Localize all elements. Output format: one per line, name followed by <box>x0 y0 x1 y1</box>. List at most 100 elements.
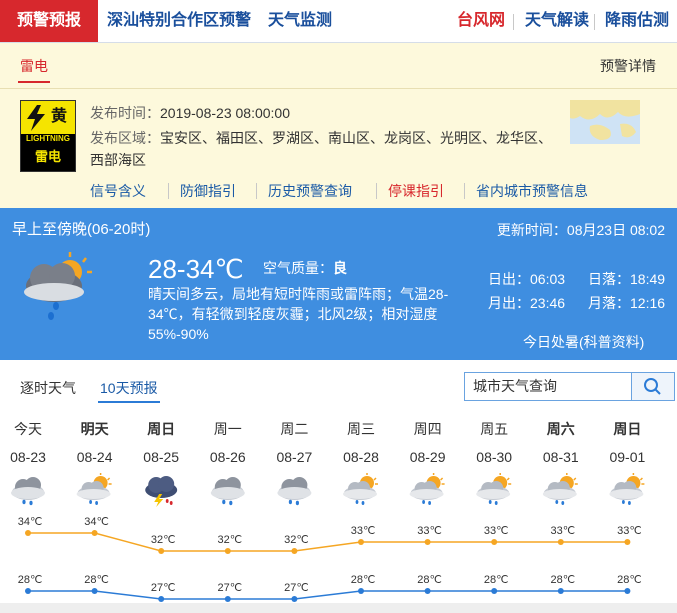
date-label: 08-27 <box>276 449 312 465</box>
label: 日落： <box>588 271 630 287</box>
temp-label: 33℃ <box>551 525 576 537</box>
today-icon <box>24 252 92 320</box>
guide-link[interactable]: 信号含义 <box>90 183 146 199</box>
nav-tab[interactable]: 深汕特别合作区预警 <box>107 12 252 29</box>
label: 日出： <box>488 271 530 287</box>
date-label: 09-01 <box>609 449 645 465</box>
time: 18:49 <box>630 271 666 287</box>
warning-level: 黄 <box>51 108 68 125</box>
weather-icon <box>277 477 312 506</box>
weather-icon <box>408 473 446 506</box>
nav-link[interactable]: 台风网 <box>457 12 506 29</box>
area-block: 发布区域：宝安区、福田区、罗湖区、南山区、龙岗区、光明区、龙华区、西部海区 <box>90 127 560 171</box>
aqi: 良 <box>333 260 347 276</box>
warning-icon: 黄 LIGHTNING 雷电 <box>20 100 76 172</box>
temp-line <box>28 532 628 552</box>
day-label: 周五 <box>480 421 508 437</box>
date-label: 08-30 <box>476 449 512 465</box>
time: 23:46 <box>530 295 566 311</box>
temp-point <box>25 530 31 536</box>
guide-link[interactable]: 停课指引 <box>388 183 444 199</box>
temp-label: 28℃ <box>84 574 109 586</box>
temp-label: 28℃ <box>484 574 509 586</box>
guide-link[interactable]: 历史预警查询 <box>268 183 352 199</box>
time: 12:16 <box>630 295 666 311</box>
temp-label: 28℃ <box>18 574 43 586</box>
temp-label: 28℃ <box>551 574 576 586</box>
divider <box>0 88 677 89</box>
footer-bar <box>0 603 677 613</box>
astro-item: 日出：06:03 <box>488 269 565 289</box>
guide-link[interactable]: 防御指引 <box>180 183 236 199</box>
separator <box>168 183 169 199</box>
guide-link[interactable]: 省内城市预警信息 <box>476 183 588 199</box>
date-label: 08-29 <box>410 449 446 465</box>
warning-tab[interactable]: 雷电 <box>20 58 48 74</box>
separator <box>376 183 377 199</box>
issue-time: 2019-08-23 08:00:00 <box>160 105 290 121</box>
temp-point <box>224 596 231 602</box>
weather-icon <box>75 473 113 506</box>
weather-icon <box>342 473 379 506</box>
separator <box>464 183 465 199</box>
solar-term[interactable]: 今日处暑(科普资料) <box>523 334 645 350</box>
date-label: 08-28 <box>343 449 379 465</box>
day-label: 周六 <box>547 421 575 437</box>
weather-icon <box>11 477 45 506</box>
temp-point <box>158 596 165 602</box>
temp-label: 33℃ <box>484 525 509 537</box>
temp-point <box>624 539 631 545</box>
temp-point <box>358 539 364 545</box>
tab-active[interactable]: 10天预报 <box>100 380 158 396</box>
temp-point <box>358 588 364 594</box>
tab-underline <box>98 401 160 403</box>
forecast: 今天 08-23 明天 08-24 周日 08-25 周一 08-26 周二 08-27 周三 08-… <box>10 421 646 602</box>
temp-label: 27℃ <box>284 582 309 594</box>
search-input[interactable]: 城市天气查询 <box>464 372 632 401</box>
tab[interactable]: 逐时天气 <box>20 380 76 396</box>
label: 月出： <box>488 295 530 311</box>
separator <box>594 14 595 30</box>
temp-label: 33℃ <box>351 525 376 537</box>
day-label: 今天 <box>14 421 42 437</box>
weather-icon <box>608 473 646 506</box>
weather-icon <box>145 476 178 507</box>
search-placeholder: 城市天气查询 <box>473 378 557 394</box>
day-label: 周一 <box>214 421 242 437</box>
separator <box>256 183 257 199</box>
date-label: 08-31 <box>543 449 579 465</box>
detail-link[interactable]: 预警详情 <box>600 58 656 74</box>
temp-label: 32℃ <box>284 534 309 546</box>
astro-item: 日落：18:49 <box>588 269 665 289</box>
temp-point <box>224 548 231 554</box>
weather-icon <box>542 473 579 506</box>
date-label: 08-26 <box>210 449 246 465</box>
astro-item: 月落：12:16 <box>588 293 665 313</box>
nav-link[interactable]: 降雨估测 <box>605 12 670 29</box>
temp-point <box>624 588 631 594</box>
warning-panel: 雷电 预警详情 黄 LIGHTNING 雷电 发布时间：2019-08-23 0… <box>0 43 677 208</box>
day-label: 周四 <box>414 421 442 437</box>
date-label: 08-23 <box>10 449 46 465</box>
label: 空气质量： <box>263 260 333 276</box>
temp-label: 33℃ <box>617 525 642 537</box>
nav-home[interactable]: 预警预报 <box>0 0 98 42</box>
temp-label: 34℃ <box>18 516 43 528</box>
temp-point <box>491 588 498 594</box>
top-nav: 预警预报 深汕特别合作区预警 天气监测 台风网 天气解读 降雨估测 <box>0 0 677 43</box>
temp-point <box>91 588 98 594</box>
nav-tab[interactable]: 天气监测 <box>268 12 333 29</box>
temp-point <box>158 548 165 554</box>
map-thumbnail <box>570 100 640 144</box>
issue-area: 宝安区、福田区、罗湖区、南山区、龙岗区、光明区、龙华区、西部海区 <box>90 130 552 168</box>
temp-point <box>25 588 31 594</box>
temp-point <box>424 588 431 594</box>
date-label: 08-24 <box>77 449 113 465</box>
weather-icon <box>475 473 512 506</box>
weather-icon <box>210 477 245 506</box>
warning-en: LIGHTNING <box>26 134 70 143</box>
description: 晴天间多云，局地有短时阵雨或雷阵雨；气温28-34℃，有轻微到轻度灰霾；北风2级… <box>148 286 449 342</box>
nav-link[interactable]: 天气解读 <box>525 12 590 29</box>
search-button[interactable] <box>631 372 675 401</box>
